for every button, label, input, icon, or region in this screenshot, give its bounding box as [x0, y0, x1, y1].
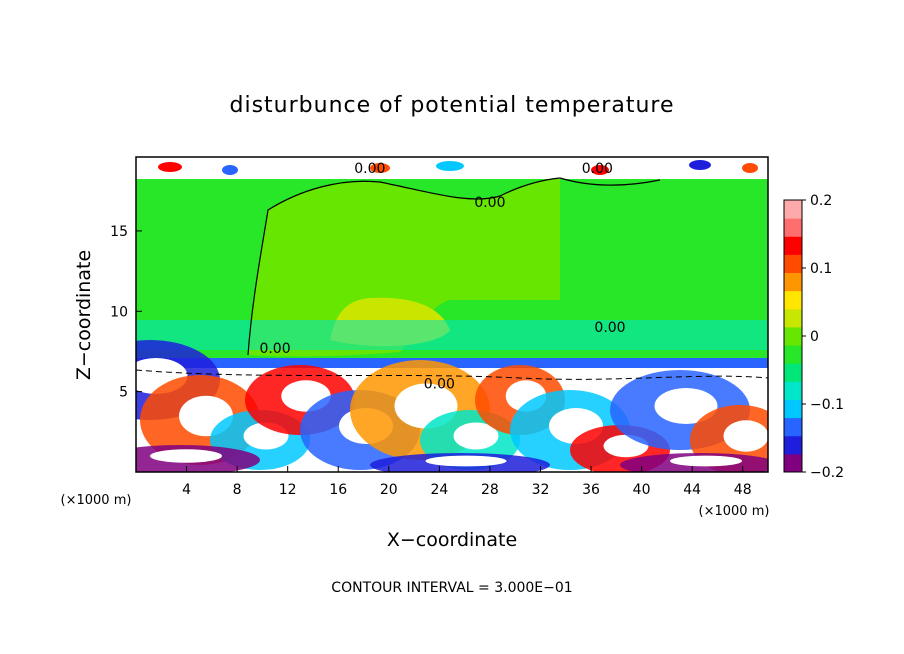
y-axis-label: Z−coordinate	[73, 250, 95, 380]
contour-label: 0.00	[424, 376, 455, 392]
contour-label: 0.00	[474, 195, 505, 211]
x-tick-label: 32	[532, 482, 550, 498]
colorbar-swatch	[784, 272, 802, 292]
boundary-cell	[158, 162, 182, 172]
colorbar-swatch	[784, 381, 802, 400]
warm-anomaly-region	[248, 178, 560, 357]
colorbar-swatch	[784, 308, 802, 328]
colorbar-swatch	[784, 399, 802, 419]
boundary-cell	[370, 163, 390, 173]
contour-label: 0.00	[594, 320, 625, 336]
x-unit-left: (×1000 m)	[61, 493, 132, 508]
contour-label: 0.00	[354, 161, 385, 177]
colorbar-swatch	[784, 435, 802, 455]
colorbar	[784, 200, 802, 473]
x-tick-label: 44	[683, 482, 701, 498]
stable-band-blue	[136, 358, 768, 368]
negative-contour	[136, 369, 768, 380]
boundary-cell	[689, 160, 711, 170]
colorbar-swatch	[784, 453, 802, 473]
boundary-cell	[591, 165, 609, 175]
colorbar-tick-label: 0.1	[810, 261, 832, 277]
colorbar-swatch	[784, 363, 802, 382]
zero-contour	[559, 177, 661, 186]
turbulence-cell-core	[670, 455, 742, 467]
x-tick-label: 28	[481, 482, 499, 498]
colorbar-tick-label: −0.2	[810, 465, 844, 481]
colorbar-swatch	[784, 326, 802, 346]
colorbar-swatch	[784, 345, 802, 364]
colorbar-tick-label: −0.1	[810, 397, 844, 413]
contour-label: 0.00	[259, 341, 290, 357]
x-axis-label: X−coordinate	[387, 529, 517, 551]
turbulence-cell-core	[150, 449, 222, 463]
plot-frame	[135, 156, 769, 473]
x-tick-label: 24	[430, 482, 448, 498]
x-tick-label: 40	[633, 482, 651, 498]
y-tick-label: 15	[110, 224, 128, 240]
y-tick-label: 10	[110, 304, 128, 320]
colorbar-swatch	[784, 236, 802, 255]
boundary-cell	[742, 163, 758, 173]
stable-band	[136, 320, 768, 350]
x-tick-label: 12	[279, 482, 297, 498]
colorbar-tick-label: 0.2	[810, 193, 832, 209]
colorbar-swatch	[784, 200, 802, 219]
contour-label: 0.00	[582, 161, 613, 177]
x-tick-label: 20	[380, 482, 398, 498]
x-tick-label: 4	[182, 482, 191, 498]
plot-area: 0.00 0.00 0.00 0.00 0.00 0.00	[136, 157, 768, 472]
contour-interval-note: CONTOUR INTERVAL = 3.000E−01	[331, 580, 572, 596]
colorbar-swatch	[784, 417, 802, 437]
x-tick-label: 8	[233, 482, 242, 498]
turbulence-cell-core	[425, 455, 507, 467]
colorbar-tick-label: 0	[810, 329, 819, 345]
x-tick-label: 48	[734, 482, 752, 498]
boundary-cell	[222, 165, 238, 175]
colorbar-swatch	[784, 254, 802, 274]
y-tick-label: 5	[119, 385, 128, 401]
x-tick-label: 16	[329, 482, 347, 498]
turbulence-cell-core	[654, 388, 718, 424]
turbulence-cell-core	[453, 422, 499, 450]
chart-title: disturbunce of potential temperature	[230, 93, 675, 118]
x-unit-right: (×1000 m)	[699, 504, 770, 519]
boundary-cell	[436, 161, 464, 171]
colorbar-swatch	[784, 218, 802, 237]
colorbar-swatch	[784, 290, 802, 310]
x-tick-label: 36	[582, 482, 600, 498]
zero-contour	[247, 177, 561, 356]
turbulence-cell-core	[723, 420, 768, 452]
